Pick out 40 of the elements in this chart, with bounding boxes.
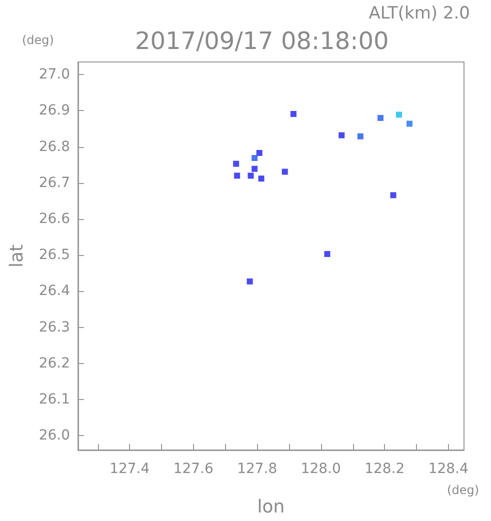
point [357, 133, 364, 140]
point [233, 160, 240, 167]
y-tick-label: 26.4 [38, 283, 70, 300]
point [246, 278, 253, 284]
point [390, 192, 396, 198]
x-tick-label: 127.4 [110, 461, 150, 477]
point [256, 150, 262, 156]
y-axis-title: lat [6, 244, 28, 268]
point [252, 155, 258, 162]
x-tick-label: 127.6 [173, 461, 214, 477]
y-tick-label: 26.7 [38, 174, 70, 191]
point [234, 172, 240, 179]
point [377, 114, 384, 121]
y-tick-label: 27.0 [38, 66, 70, 83]
y-tick-label: 26.0 [38, 428, 70, 444]
chart-subtitle: ALT(km) 2.0 [368, 4, 470, 24]
text: (deg) [22, 33, 54, 47]
y-tick-label: 26.1 [38, 391, 70, 408]
point [282, 168, 288, 175]
y-tick-label: 26.9 [38, 102, 70, 119]
point [406, 120, 412, 127]
x-tick-label: 128.2 [364, 461, 405, 477]
y-tick-label: 26.5 [38, 247, 70, 264]
x-tick-label: 127.8 [237, 461, 278, 477]
x-axis-title: lon [257, 496, 285, 518]
point [258, 176, 264, 182]
y-tick-label: 26.2 [38, 355, 70, 372]
x-tick-label: 128.0 [300, 461, 341, 477]
text: (deg) [447, 483, 480, 497]
point [248, 172, 254, 179]
x-tick-label: 128.4 [428, 461, 469, 477]
point [396, 112, 402, 118]
point [338, 132, 345, 138]
y-tick-label: 26.3 [38, 319, 70, 336]
chart-title: 2017/09/17 08:18:00 [135, 27, 389, 55]
point [252, 166, 258, 172]
point [290, 110, 296, 117]
y-tick-label: 26.8 [38, 138, 70, 155]
y-tick-label: 26.6 [38, 211, 70, 228]
point [324, 251, 330, 258]
